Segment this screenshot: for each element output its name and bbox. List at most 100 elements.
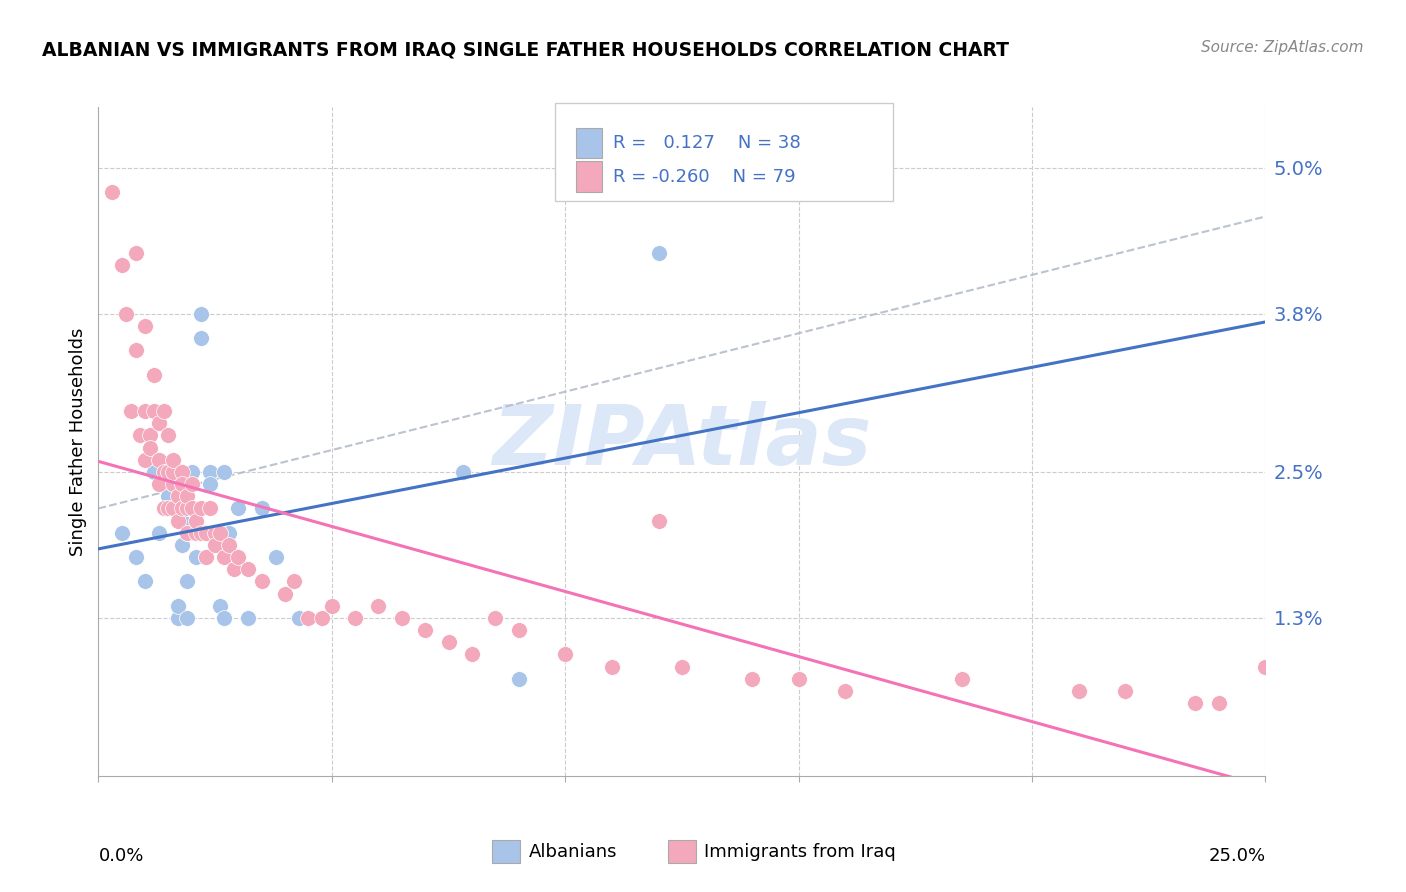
- Point: [437, 635, 460, 649]
- Point: [152, 404, 174, 418]
- Y-axis label: Single Father Households: Single Father Households: [69, 327, 87, 556]
- Point: [367, 599, 389, 613]
- Point: [204, 538, 226, 552]
- Point: [228, 550, 250, 565]
- Point: [134, 404, 156, 418]
- Point: [1184, 696, 1206, 710]
- Point: [111, 258, 134, 272]
- Point: [228, 501, 250, 516]
- Point: [176, 489, 198, 503]
- Point: [200, 477, 222, 491]
- Point: [148, 417, 170, 431]
- Point: [162, 477, 184, 491]
- Point: [647, 514, 669, 528]
- Point: [134, 452, 156, 467]
- Point: [172, 477, 194, 491]
- Point: [194, 550, 217, 565]
- Point: [297, 611, 319, 625]
- Point: [176, 525, 198, 540]
- Point: [125, 550, 148, 565]
- Point: [176, 501, 198, 516]
- Point: [125, 246, 148, 260]
- Point: [162, 501, 184, 516]
- Point: [172, 514, 194, 528]
- Point: [152, 501, 174, 516]
- Point: [134, 318, 156, 333]
- Point: [172, 465, 194, 479]
- Point: [413, 623, 436, 637]
- Point: [190, 331, 212, 345]
- Point: [186, 550, 208, 565]
- Point: [214, 611, 236, 625]
- Point: [166, 489, 188, 503]
- Point: [647, 246, 669, 260]
- Point: [321, 599, 343, 613]
- Point: [162, 452, 184, 467]
- Point: [554, 648, 576, 662]
- Point: [214, 550, 236, 565]
- Point: [115, 307, 138, 321]
- Point: [204, 538, 226, 552]
- Text: 25.0%: 25.0%: [1208, 847, 1265, 865]
- Point: [172, 501, 194, 516]
- Text: R = -0.260    N = 79: R = -0.260 N = 79: [613, 168, 796, 186]
- Point: [180, 465, 202, 479]
- Point: [264, 550, 287, 565]
- Point: [190, 525, 212, 540]
- Point: [176, 574, 198, 589]
- Point: [157, 489, 180, 503]
- Point: [194, 525, 217, 540]
- Point: [129, 428, 152, 442]
- Point: [671, 659, 693, 673]
- Point: [451, 465, 474, 479]
- Point: [162, 501, 184, 516]
- Point: [186, 525, 208, 540]
- Point: [344, 611, 367, 625]
- Point: [787, 672, 810, 686]
- Point: [143, 404, 166, 418]
- Point: [214, 465, 236, 479]
- Point: [218, 538, 240, 552]
- Text: 0.0%: 0.0%: [98, 847, 143, 865]
- Point: [250, 574, 273, 589]
- Point: [283, 574, 305, 589]
- Point: [139, 428, 162, 442]
- Point: [166, 514, 188, 528]
- Text: ZIPAtlas: ZIPAtlas: [492, 401, 872, 482]
- Point: [180, 477, 202, 491]
- Point: [288, 611, 311, 625]
- Point: [484, 611, 506, 625]
- Point: [508, 623, 530, 637]
- Text: Immigrants from Iraq: Immigrants from Iraq: [704, 843, 896, 861]
- Point: [162, 477, 184, 491]
- Point: [508, 672, 530, 686]
- Point: [120, 404, 142, 418]
- Point: [190, 307, 212, 321]
- Point: [134, 574, 156, 589]
- Point: [172, 538, 194, 552]
- Point: [208, 599, 231, 613]
- Point: [204, 525, 226, 540]
- Point: [741, 672, 763, 686]
- Text: ALBANIAN VS IMMIGRANTS FROM IRAQ SINGLE FATHER HOUSEHOLDS CORRELATION CHART: ALBANIAN VS IMMIGRANTS FROM IRAQ SINGLE …: [42, 40, 1010, 59]
- Point: [194, 550, 217, 565]
- Point: [148, 452, 170, 467]
- Point: [200, 501, 222, 516]
- Point: [1254, 659, 1277, 673]
- Text: R =   0.127    N = 38: R = 0.127 N = 38: [613, 134, 801, 152]
- Point: [101, 185, 124, 199]
- Point: [461, 648, 484, 662]
- Point: [152, 501, 174, 516]
- Point: [157, 501, 180, 516]
- Point: [125, 343, 148, 358]
- Point: [166, 611, 188, 625]
- Text: Source: ZipAtlas.com: Source: ZipAtlas.com: [1201, 40, 1364, 55]
- Point: [176, 525, 198, 540]
- Point: [600, 659, 623, 673]
- Point: [236, 611, 259, 625]
- Point: [834, 684, 856, 698]
- Point: [143, 368, 166, 382]
- Point: [1208, 696, 1230, 710]
- Point: [208, 525, 231, 540]
- Point: [204, 525, 226, 540]
